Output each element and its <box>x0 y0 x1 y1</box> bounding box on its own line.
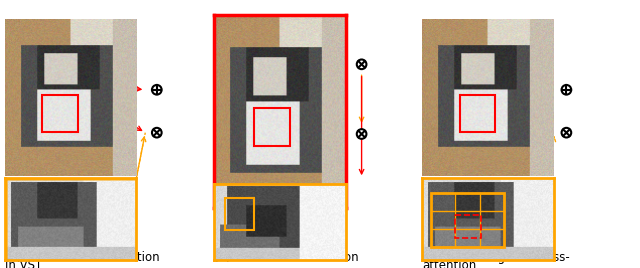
Ellipse shape <box>152 85 162 95</box>
Bar <box>455 215 481 238</box>
Bar <box>431 193 504 247</box>
Text: (a)  Global cross-attention: (a) Global cross-attention <box>5 251 160 264</box>
Ellipse shape <box>152 128 162 137</box>
Bar <box>42 95 78 132</box>
Bar <box>460 95 495 132</box>
Text: in VST: in VST <box>5 259 42 268</box>
Ellipse shape <box>356 59 367 69</box>
Text: (c)   Local-aligned  cross-: (c) Local-aligned cross- <box>422 251 570 264</box>
Text: attention.: attention. <box>422 259 481 268</box>
Ellipse shape <box>356 129 367 139</box>
Text: (b)  Global self-attention: (b) Global self-attention <box>214 251 359 264</box>
Bar <box>254 108 290 146</box>
Ellipse shape <box>561 128 572 137</box>
Ellipse shape <box>561 85 572 95</box>
Bar <box>225 198 254 230</box>
